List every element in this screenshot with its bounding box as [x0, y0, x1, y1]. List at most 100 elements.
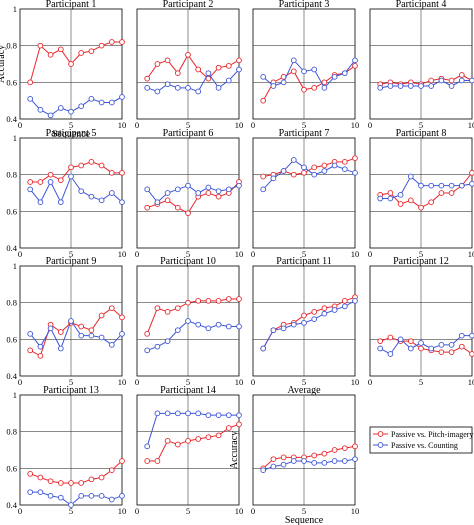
panel-9: Participant 90.40.60.810 5 10: [6, 256, 126, 387]
series-line-pitch: [146, 298, 239, 335]
data-point-pitch: [301, 312, 307, 319]
x-tick-label: 10: [468, 120, 474, 130]
data-point-counting: [341, 70, 348, 77]
data-point-pitch: [260, 173, 267, 180]
series-pitch: [27, 158, 125, 185]
data-point-pitch: [37, 42, 44, 49]
x-tick-label: 5: [302, 377, 306, 387]
x-tick-label: 10: [351, 377, 360, 387]
data-point-counting: [428, 83, 435, 89]
series-pitch: [144, 51, 242, 82]
data-point-counting: [260, 73, 267, 80]
panel-title: Participant 2: [163, 0, 214, 10]
series-counting: [260, 297, 358, 352]
x-tick-label: 5: [186, 506, 190, 516]
y-tick-label: 0.8: [6, 170, 17, 180]
series-line-pitch: [30, 460, 123, 484]
data-point-pitch: [98, 474, 105, 481]
x-tick-label: 10: [118, 377, 127, 387]
data-point-pitch: [164, 437, 171, 444]
series-counting: [27, 489, 125, 508]
data-point-counting: [387, 351, 394, 357]
data-point-counting: [68, 318, 74, 324]
data-point-counting: [270, 463, 277, 470]
data-point-pitch: [205, 190, 212, 196]
data-point-pitch: [407, 197, 414, 204]
data-point-counting: [438, 77, 445, 84]
data-point-pitch: [321, 450, 328, 457]
data-point-pitch: [352, 62, 358, 69]
x-tick-label: 0: [135, 506, 139, 516]
data-point-counting: [215, 412, 222, 419]
data-point-counting: [215, 321, 222, 328]
data-point-counting: [352, 297, 358, 304]
panel-title: Participant 9: [46, 256, 97, 267]
data-point-counting: [205, 412, 212, 419]
legend-label-pitch: Passive vs. Pitch-imagery: [391, 430, 473, 439]
x-tick-label: 10: [235, 377, 244, 387]
data-point-pitch: [195, 436, 202, 442]
data-point-counting: [164, 81, 171, 88]
data-point-pitch: [301, 86, 307, 93]
data-point-pitch: [68, 164, 74, 171]
x-tick-label: 5: [186, 120, 190, 130]
x-tick-label: 10: [118, 120, 127, 130]
x-tick-label: 10: [351, 249, 360, 259]
data-point-counting: [47, 179, 54, 185]
x-tick-label: 5: [302, 120, 306, 130]
x-tick-label: 5: [69, 377, 73, 387]
data-point-pitch: [185, 51, 191, 58]
x-tick-label: 0: [368, 120, 372, 130]
data-point-counting: [27, 95, 34, 102]
data-point-counting: [98, 197, 105, 204]
series-pitch: [27, 305, 125, 359]
panel-title: Participant 13: [43, 385, 99, 396]
x-tick-label: 5: [186, 377, 190, 387]
data-point-counting: [119, 492, 125, 499]
data-point-counting: [331, 307, 338, 313]
legend: Passive vs. Pitch-imagery Passive vs. Cou…: [369, 426, 473, 454]
x-tick-label: 10: [235, 120, 244, 130]
data-point-counting: [311, 459, 318, 466]
panel-title: Participant 7: [279, 128, 330, 139]
panel-title: Participant 8: [396, 128, 447, 139]
series-line-counting: [262, 300, 356, 349]
data-point-pitch: [321, 79, 328, 86]
panel-title: Participant 10: [160, 256, 216, 267]
data-point-counting: [301, 68, 307, 75]
data-point-pitch: [341, 445, 348, 452]
series-line-counting: [29, 175, 123, 204]
x-tick-label: 0: [18, 377, 22, 387]
series-line-counting: [263, 458, 356, 471]
data-point-pitch: [154, 458, 161, 464]
data-point-counting: [185, 182, 191, 189]
x-tick-label: 5: [69, 506, 73, 516]
data-point-counting: [448, 182, 455, 189]
data-point-counting: [88, 193, 95, 200]
x-tick-label: 5: [302, 249, 306, 259]
x-tick-label: 5: [419, 120, 423, 130]
data-point-counting: [154, 88, 161, 95]
data-point-counting: [205, 325, 212, 332]
x-tick-label: 0: [18, 120, 22, 130]
data-point-counting: [144, 84, 151, 91]
series-line-pitch: [29, 307, 123, 357]
data-point-pitch: [57, 177, 64, 184]
panel-3: Participant 3 0 5 10: [251, 0, 359, 130]
data-point-counting: [205, 70, 212, 77]
x-tick-label: 0: [251, 120, 255, 130]
data-point-counting: [270, 327, 277, 334]
x-tick-label: 0: [18, 506, 22, 516]
data-point-pitch: [448, 77, 455, 84]
panel-title: Participant 12: [393, 256, 449, 267]
data-point-counting: [47, 492, 54, 499]
data-point-counting: [78, 103, 85, 110]
data-point-pitch: [37, 352, 44, 359]
data-point-counting: [377, 84, 384, 91]
data-point-counting: [280, 461, 287, 468]
data-point-pitch: [311, 164, 318, 171]
data-point-counting: [270, 175, 277, 182]
data-point-counting: [469, 77, 474, 84]
data-point-pitch: [438, 349, 445, 356]
